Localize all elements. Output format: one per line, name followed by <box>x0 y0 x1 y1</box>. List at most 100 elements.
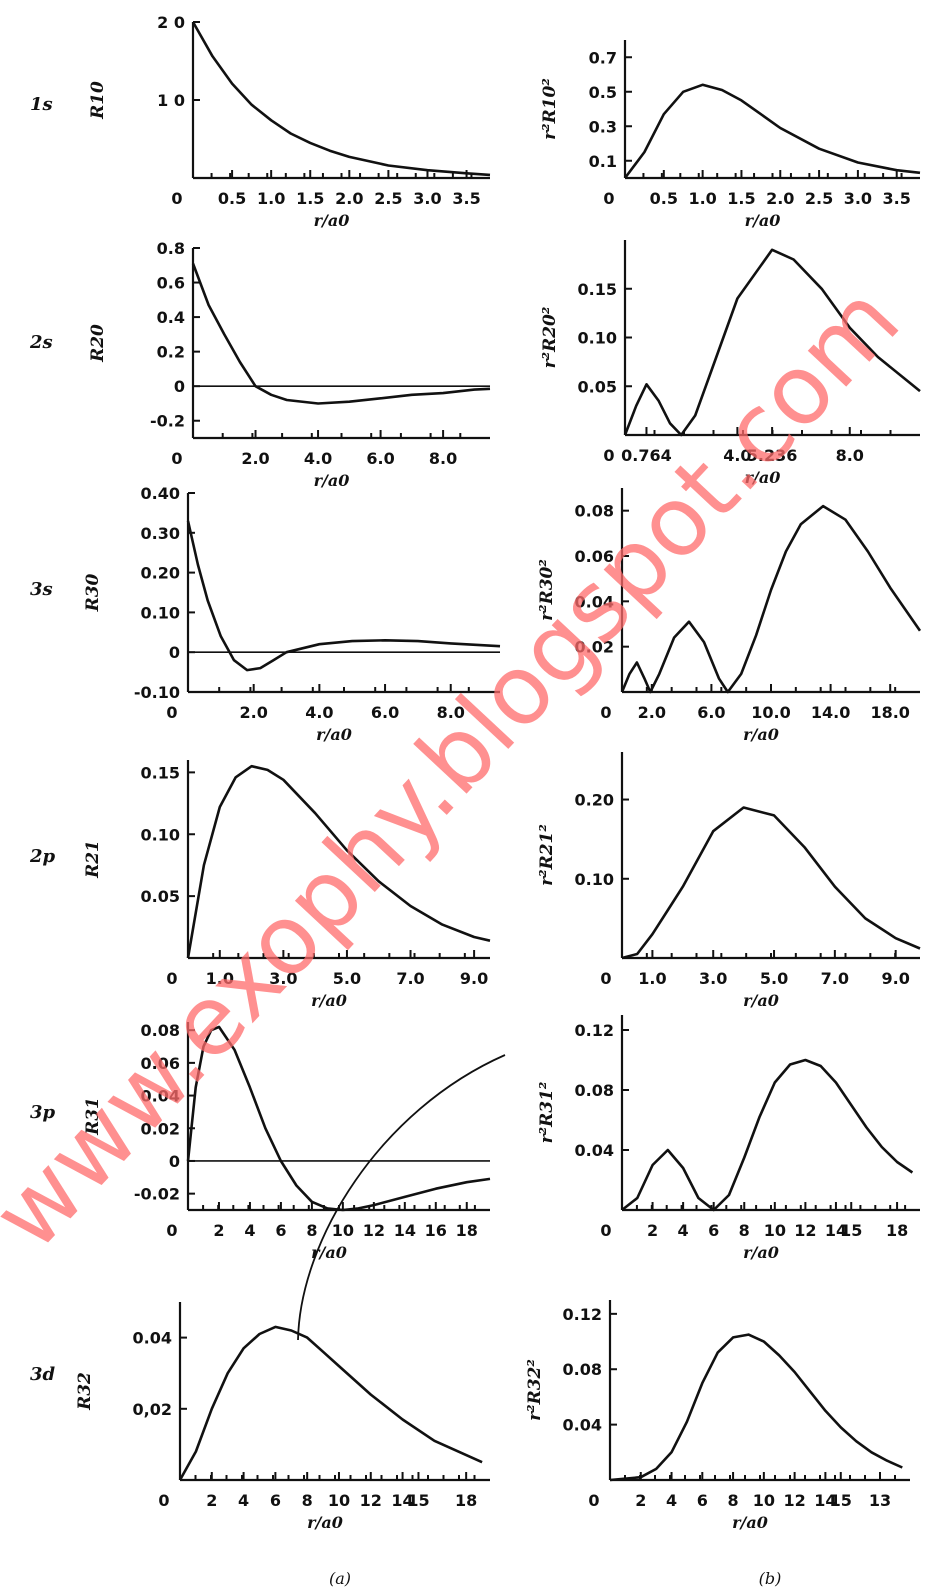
x-tick-label-3p-b-8: 15 <box>840 1221 862 1240</box>
y-tick-label-2s-a-4: 0 <box>174 377 185 396</box>
y-tick-label-2s-a-2: 0.4 <box>157 308 185 327</box>
y-tick-label-2p-b-1: 0.10 <box>575 870 614 889</box>
x-tick-label-3s-b-0: 0 <box>600 703 611 722</box>
x-tick-label-2p-b-4: 7.0 <box>821 969 849 988</box>
x-tick-label-2p-a-5: 9.0 <box>460 969 488 988</box>
panel-label-0: (a) <box>329 1569 351 1588</box>
y-axis-label-2p-a: R21 <box>83 840 103 879</box>
x-tick-label-1s-a-1: 0.5 <box>218 189 246 208</box>
row-label-3d: 3d <box>30 1364 56 1385</box>
x-tick-label-1s-b-7: 3.5 <box>883 189 911 208</box>
y-tick-label-2s-b-2: 0.05 <box>578 377 617 396</box>
x-tick-label-3p-a-5: 10 <box>332 1221 354 1240</box>
x-tick-label-3d-b-3: 6 <box>697 1491 708 1510</box>
y-axis-label-3d-b: r²R32² <box>525 1359 545 1421</box>
x-tick-label-3p-a-1: 2 <box>213 1221 224 1240</box>
x-axis-label-3s-a: r/a0 <box>316 725 352 744</box>
curve-1s-a-0 <box>191 21 491 177</box>
y-tick-label-3s-a-4: 0 <box>169 643 180 662</box>
x-tick-label-3d-b-2: 4 <box>666 1491 677 1510</box>
y-axis-label-3d-a: R32 <box>75 1372 95 1411</box>
x-tick-label-3s-a-4: 8.0 <box>437 703 465 722</box>
x-tick-label-3d-a-0: 0 <box>158 1491 169 1510</box>
chart-2p-b: 0 1.0 3.0 5.0 7.0 9.0 0.20 0.10 r/a0 r²R21² <box>537 752 921 1010</box>
x-tick-label-3p-a-2: 4 <box>244 1221 255 1240</box>
x-tick-label-3d-a-4: 8 <box>302 1491 313 1510</box>
x-tick-label-3d-a-8: 15 <box>407 1491 429 1510</box>
y-axis-label-3p-b: r²R31² <box>537 1082 557 1144</box>
x-tick-label-3d-b-8: 15 <box>830 1491 852 1510</box>
x-tick-label-2s-b-2: 4.0 <box>723 446 751 465</box>
row-label-1s: 1s <box>30 94 53 115</box>
y-tick-label-3p-b-1: 0.08 <box>575 1081 614 1100</box>
chart-2s-a: 0 2.0 4.0 6.0 8.0 0.8 0.6 0.4 0.2 0 -0.2 r/a0 R20 <box>88 239 491 490</box>
y-tick-label-1s-b-3: 0.1 <box>589 152 617 171</box>
x-axis-label-3p-b: r/a0 <box>743 1243 779 1262</box>
x-tick-label-3d-b-5: 10 <box>753 1491 775 1510</box>
y-axis-label-2s-a: R20 <box>88 324 108 363</box>
y-tick-label-3s-a-3: 0.10 <box>141 603 180 622</box>
row-label-3s: 3s <box>30 579 53 600</box>
x-tick-label-1s-b-1: 0.5 <box>650 189 678 208</box>
x-axis-label-3p-a: r/a0 <box>311 1243 347 1262</box>
curve-3s-b-0 <box>620 504 922 694</box>
y-axis-label-2p-b: r²R21² <box>537 824 557 886</box>
y-tick-label-2p-a-0: 0.15 <box>141 763 180 782</box>
x-axis-label-2s-a: r/a0 <box>314 471 350 490</box>
x-tick-label-3d-a-3: 6 <box>270 1491 281 1510</box>
x-tick-label-3d-b-9: 13 <box>869 1491 891 1510</box>
x-tick-label-3d-a-6: 12 <box>360 1491 382 1510</box>
y-tick-label-3s-a-0: 0.40 <box>141 484 180 503</box>
y-tick-label-3p-a-3: 0.02 <box>141 1119 180 1138</box>
y-tick-label-3p-b-2: 0.04 <box>575 1141 614 1160</box>
row-label-2p: 2p <box>29 846 56 867</box>
x-tick-label-3d-a-5: 10 <box>328 1491 350 1510</box>
y-tick-label-3s-b-1: 0.06 <box>575 547 614 566</box>
x-tick-label-2s-a-3: 6.0 <box>366 449 394 468</box>
x-tick-label-3d-b-0: 0 <box>588 1491 599 1510</box>
x-tick-label-2s-a-4: 8.0 <box>429 449 457 468</box>
x-tick-label-3p-a-3: 6 <box>275 1221 286 1240</box>
x-tick-label-3d-a-2: 4 <box>238 1491 249 1510</box>
y-tick-label-3s-a-1: 0.30 <box>141 524 180 543</box>
y-axis-label-2s-b: r²R20² <box>540 307 560 369</box>
x-tick-label-3d-a-7: 14 <box>391 1491 413 1510</box>
y-tick-label-3d-a-1: 0,02 <box>133 1400 172 1419</box>
y-tick-label-1s-a-1: 1 0 <box>157 91 185 110</box>
y-axis-label-3s-a: R30 <box>83 573 103 612</box>
x-tick-label-2s-b-0: 0 <box>603 446 614 465</box>
curve-2s-b-0 <box>623 248 921 437</box>
x-tick-label-3p-a-7: 14 <box>394 1221 416 1240</box>
x-tick-label-3d-a-1: 2 <box>206 1491 217 1510</box>
y-tick-label-3d-a-0: 0.04 <box>133 1329 172 1348</box>
x-tick-label-2s-a-1: 2.0 <box>241 449 269 468</box>
x-tick-label-2p-b-1: 1.0 <box>638 969 666 988</box>
y-tick-label-3p-a-2: 0.04 <box>141 1087 180 1106</box>
x-tick-label-1s-b-6: 3.0 <box>844 189 872 208</box>
x-tick-label-3p-b-2: 4 <box>678 1221 689 1240</box>
curve-3s-a-0 <box>186 520 501 672</box>
x-tick-label-3p-b-7: 14 <box>825 1221 847 1240</box>
x-tick-label-3p-a-9: 18 <box>456 1221 478 1240</box>
x-tick-label-2p-a-4: 7.0 <box>396 969 424 988</box>
x-tick-label-3s-b-4: 14.0 <box>811 703 850 722</box>
y-tick-label-2s-a-3: 0.2 <box>157 343 185 362</box>
x-tick-label-3d-b-7: 14 <box>814 1491 836 1510</box>
x-tick-label-2s-b-1: 0.764 <box>621 446 672 465</box>
y-tick-label-3p-b-0: 0.12 <box>575 1021 614 1040</box>
y-tick-label-3p-a-5: -0.02 <box>134 1185 180 1204</box>
row-label-3p: 3p <box>30 1102 56 1123</box>
x-tick-label-1s-b-0: 0 <box>603 189 614 208</box>
y-tick-label-3p-a-4: 0 <box>169 1152 180 1171</box>
stray-arc-line <box>297 1054 506 1341</box>
x-axis-label-2p-a: r/a0 <box>311 991 347 1010</box>
x-axis-label-1s-b: r/a0 <box>745 211 781 230</box>
y-axis-label-3p-a: R31 <box>83 1097 103 1136</box>
y-tick-label-3d-b-1: 0.08 <box>563 1360 602 1379</box>
chart-3p-a: 0 2 4 6 8 10 12 14 16 18 0.08 0.06 0.04 0.02 0 -0.02 r/a… <box>83 1021 491 1262</box>
y-tick-label-3s-a-2: 0.20 <box>141 564 180 583</box>
y-tick-label-1s-b-1: 0.5 <box>589 83 617 102</box>
chart-1s-a: 0 0.5 1.0 1.5 2.0 2.5 3.0 3.5 2 0 1 0 r/a0 R10 <box>88 13 491 230</box>
